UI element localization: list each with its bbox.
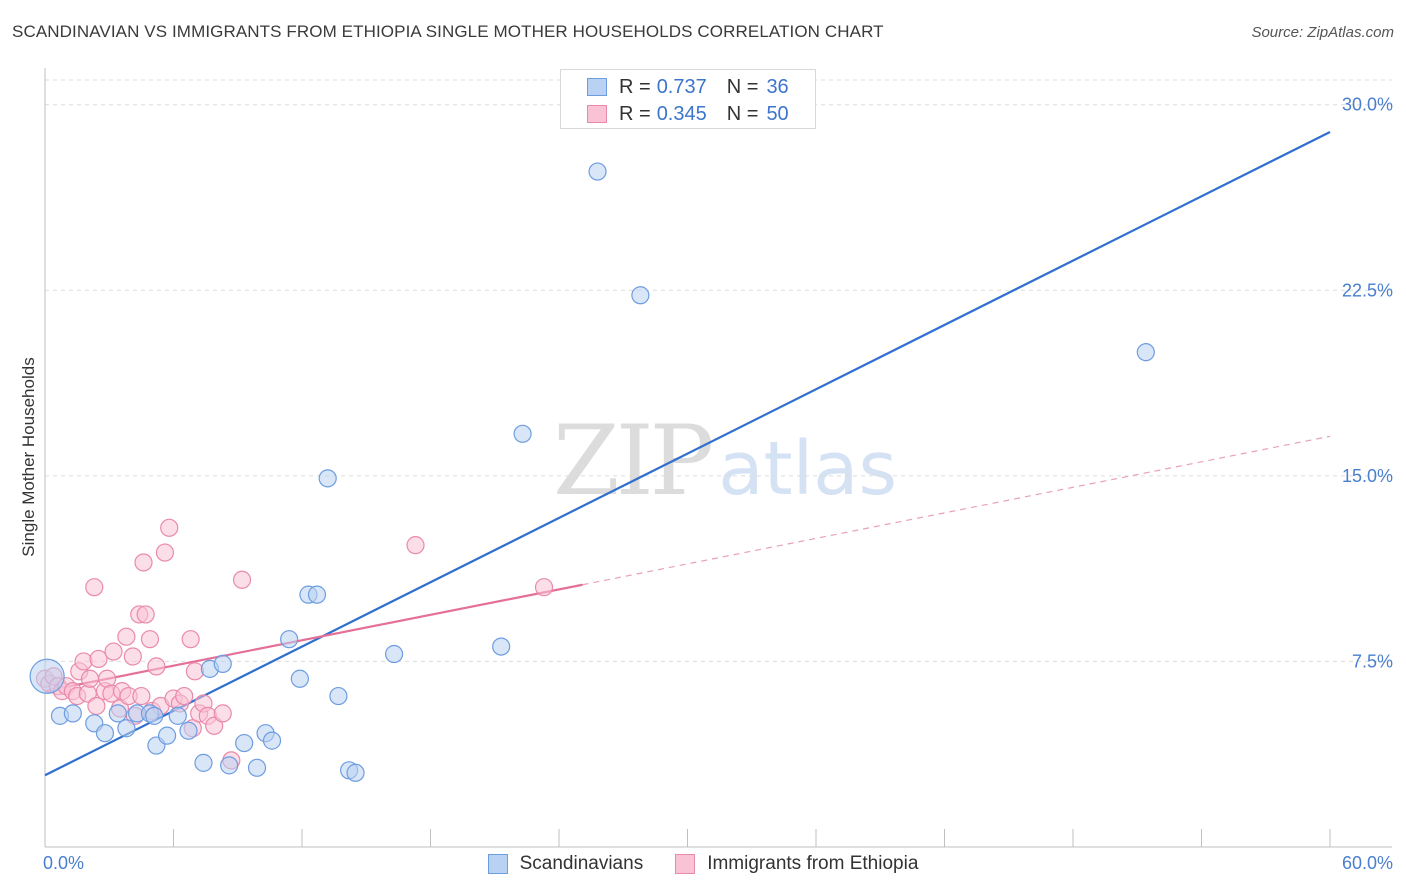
correlation-legend: R = 0.737 N = 36 R = 0.345 N = 50 <box>560 69 816 129</box>
tick-labels: 7.5% 15.0% 22.5% 30.0% 0.0% 60.0% <box>43 95 1393 873</box>
ethiopia-trend-line <box>44 583 583 693</box>
scandinavian-point <box>95 724 115 743</box>
watermark-zip: ZIP <box>553 405 714 517</box>
scandinavian-point <box>329 686 348 706</box>
axes <box>44 68 1392 848</box>
scandinavian-point <box>220 756 239 775</box>
x-tick-label: 60.0% <box>1342 853 1393 873</box>
ethiopia-point <box>205 716 224 735</box>
ethiopia-point <box>160 518 179 537</box>
trend-lines <box>44 130 1331 777</box>
scandinavian-point <box>179 721 198 740</box>
ethiopia-point <box>123 647 142 666</box>
scandinavian-trend-line <box>44 130 1331 777</box>
legend-row-ethiopia: R = 0.345 N = 50 <box>587 101 789 127</box>
scandinavian-point <box>280 630 299 649</box>
series-legend: Scandinavians Immigrants from Ethiopia <box>0 851 1406 877</box>
legend-swatch-blue <box>487 854 508 874</box>
legend-r-value: 0.345 <box>656 102 707 125</box>
legend-row-scandinavians: R = 0.737 N = 36 <box>587 74 789 100</box>
ethiopia-point <box>117 627 136 646</box>
legend-item-scandinavians[interactable]: Scandinavians <box>487 853 644 875</box>
scandinavian-point <box>168 706 187 725</box>
legend-r-label: R = <box>619 102 651 125</box>
scandinavian-point <box>235 733 254 753</box>
legend-label: Scandinavians <box>519 853 644 874</box>
scandinavian-point <box>247 758 267 777</box>
data-points <box>29 162 1155 782</box>
scandinavian-point <box>262 731 282 750</box>
y-tick-label: 15.0% <box>1342 466 1393 486</box>
scandinavian-point <box>1136 343 1155 362</box>
scandinavian-point <box>631 286 650 305</box>
legend-r-value: 0.737 <box>656 75 707 98</box>
ethiopia-point <box>406 536 425 555</box>
scandinavian-point <box>157 726 177 745</box>
legend-swatch-pink <box>675 854 696 874</box>
scandinavian-point <box>108 704 127 723</box>
ethiopia-point <box>181 630 200 649</box>
legend-n-label: N = <box>726 75 759 98</box>
y-axis-label: Single Mother Households <box>19 357 38 556</box>
watermark-atlas: atlas <box>718 426 898 512</box>
legend-item-ethiopia[interactable]: Immigrants from Ethiopia <box>675 853 918 875</box>
chart-title: SCANDINAVIAN VS IMMIGRANTS FROM ETHIOPIA… <box>12 22 884 41</box>
y-tick-label: 30.0% <box>1342 95 1393 115</box>
legend-n-value: 50 <box>766 102 789 125</box>
scandinavian-point <box>588 162 607 181</box>
ethiopia-point <box>213 704 232 723</box>
ethiopia-point <box>89 649 108 669</box>
ethiopia-point <box>185 662 205 681</box>
scandinavian-point <box>29 658 65 694</box>
watermark: ZIP atlas <box>553 405 897 517</box>
y-tick-label: 7.5% <box>1352 651 1393 671</box>
ethiopia-point <box>80 669 100 688</box>
scandinavian-point <box>513 424 532 443</box>
scandinavian-point <box>194 753 213 772</box>
legend-swatch-pink <box>587 105 607 123</box>
legend-r-label: R = <box>619 75 651 98</box>
scandinavian-point <box>145 706 164 725</box>
ethiopia-point <box>140 630 160 649</box>
ethiopia-point <box>74 652 93 671</box>
legend-label: Immigrants from Ethiopia <box>707 853 919 874</box>
ethiopia-point <box>155 543 175 562</box>
source-credit: Source: ZipAtlas.com <box>1251 24 1394 41</box>
ethiopia-point <box>232 570 252 589</box>
scandinavian-point <box>213 654 232 674</box>
ethiopia-point <box>85 578 104 597</box>
scandinavian-point <box>290 669 309 688</box>
ethiopia-point <box>134 553 153 572</box>
ethiopia-point <box>132 686 151 706</box>
scandinavian-point <box>307 585 327 604</box>
ethiopia-point <box>136 605 155 624</box>
scandinavian-point <box>117 719 136 738</box>
legend-n-value: 36 <box>766 75 789 98</box>
ethiopia-point <box>87 696 106 716</box>
scandinavian-point <box>384 644 404 664</box>
scandinavian-point <box>63 704 82 723</box>
scandinavian-point <box>318 469 337 488</box>
legend-n-label: N = <box>726 102 759 125</box>
ethiopia-point <box>104 642 123 661</box>
x-tick-label: 0.0% <box>43 853 84 873</box>
ethiopia-point <box>147 657 166 676</box>
ethiopia-trend-extension <box>582 435 1331 586</box>
legend-swatch-blue <box>587 78 607 96</box>
ethiopia-point <box>175 686 194 706</box>
scandinavian-point <box>346 763 365 782</box>
scandinavian-point <box>492 637 511 656</box>
ethiopia-point <box>534 578 554 597</box>
y-tick-label: 22.5% <box>1342 280 1393 300</box>
